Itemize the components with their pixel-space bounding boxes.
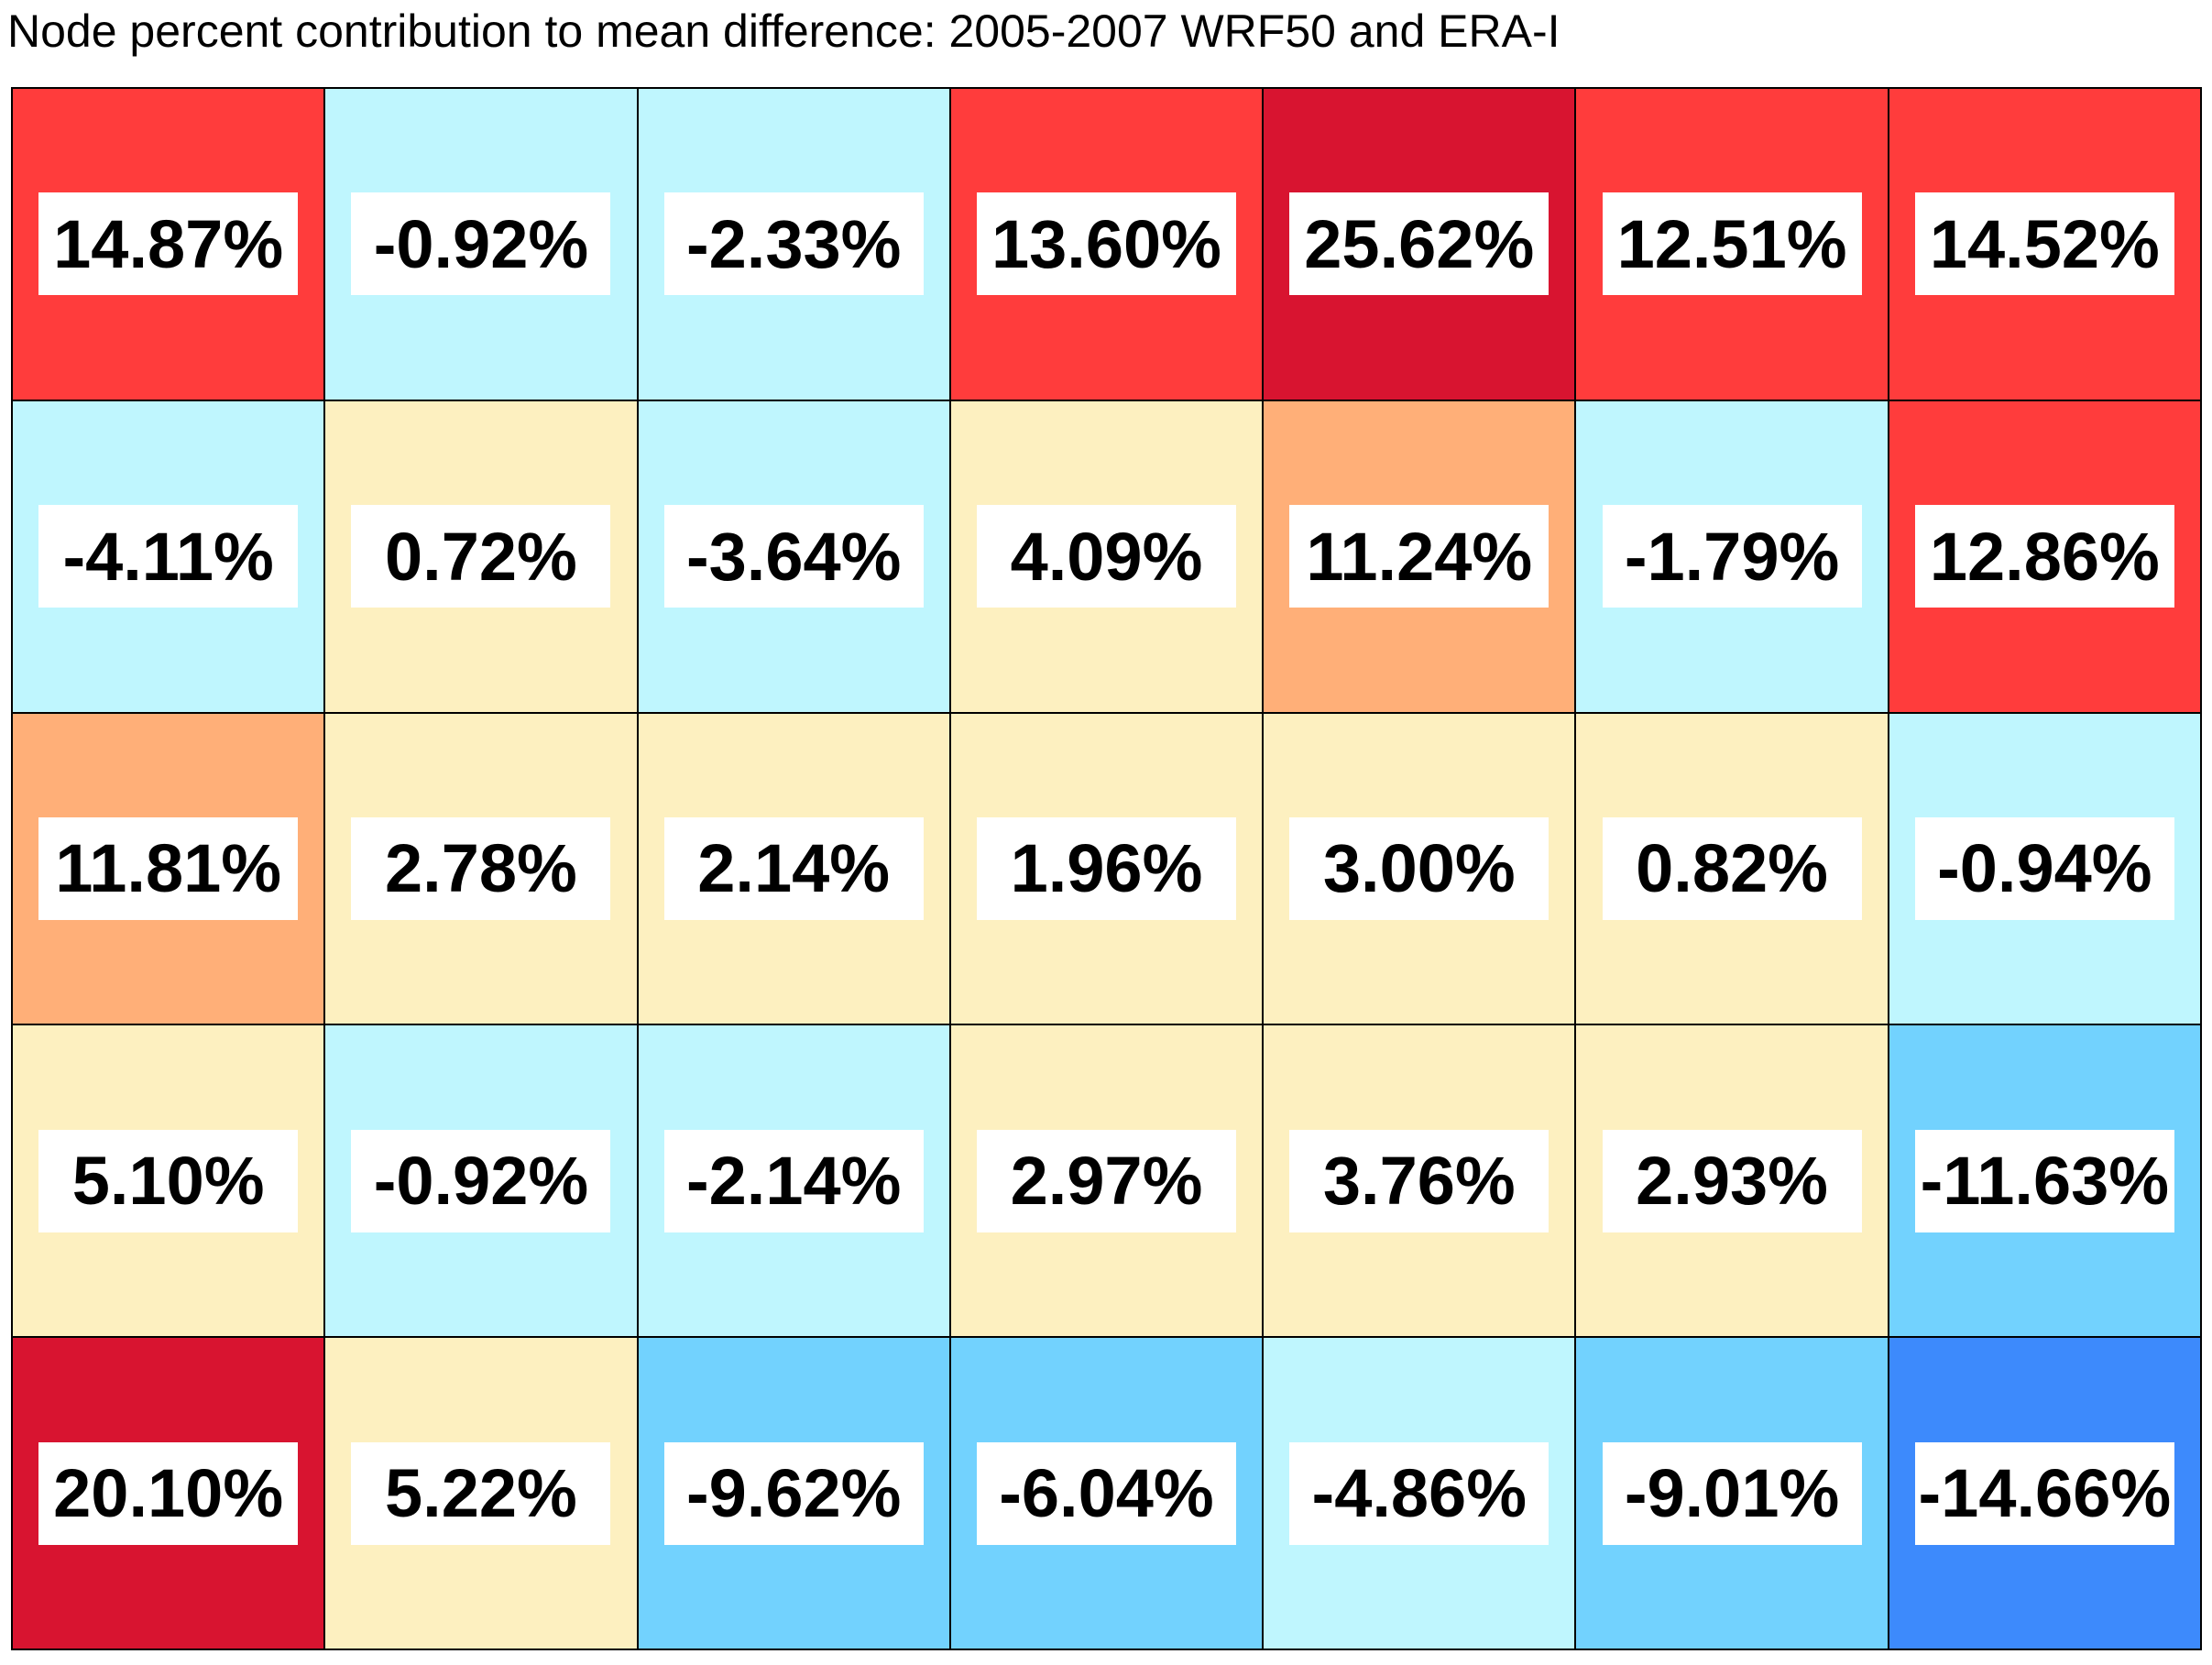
cell-value-label: -4.86% [1289, 1441, 1549, 1545]
cell-value-label: 12.51% [1602, 192, 1862, 296]
cell-value-label: 14.87% [38, 192, 299, 296]
cell-value-label: 2.93% [1602, 1129, 1862, 1232]
cell-value-label: 3.76% [1289, 1129, 1549, 1232]
heatmap-cell: 14.87% [13, 89, 326, 401]
heatmap-cell: 13.60% [950, 89, 1265, 401]
cell-value-label: -3.64% [663, 505, 924, 608]
heatmap-cell: 4.09% [950, 400, 1265, 714]
heatmap-cell: -0.94% [1889, 713, 2202, 1026]
cell-value-label: -1.79% [1602, 505, 1862, 608]
cell-value-label: 2.97% [976, 1129, 1236, 1232]
cell-value-label: 3.00% [1289, 816, 1549, 920]
cell-value-label: 5.22% [351, 1441, 611, 1545]
heatmap-cell: -9.01% [1576, 1338, 1889, 1650]
cell-value-label: 4.09% [976, 505, 1236, 608]
cell-value-label: 25.62% [1289, 192, 1549, 296]
cell-value-label: 1.96% [976, 816, 1236, 920]
heatmap-cell: 3.76% [1264, 1025, 1577, 1339]
cell-value-label: 0.72% [351, 505, 611, 608]
heatmap-cell: -11.63% [1889, 1025, 2202, 1339]
cell-value-label: -14.66% [1914, 1441, 2174, 1545]
cell-value-label: 5.10% [38, 1129, 299, 1232]
chart-title: Node percent contribution to mean differ… [7, 5, 1560, 57]
heatmap-cell: 11.81% [13, 713, 326, 1026]
heatmap-cell: -2.33% [638, 89, 951, 401]
heatmap-cell: -9.62% [638, 1338, 951, 1650]
cell-value-label: 2.78% [351, 816, 611, 920]
heatmap-cell: 25.62% [1264, 89, 1577, 401]
cell-value-label: -9.62% [663, 1441, 924, 1545]
cell-value-label: -2.14% [663, 1129, 924, 1232]
cell-value-label: -11.63% [1914, 1129, 2174, 1232]
heatmap-cell: 1.96% [950, 713, 1265, 1026]
cell-value-label: -0.94% [1914, 816, 2174, 920]
cell-value-label: -9.01% [1602, 1441, 1862, 1545]
cell-value-label: -0.92% [351, 1129, 611, 1232]
heatmap-cell: 11.24% [1264, 400, 1577, 714]
heatmap-cell: 2.93% [1576, 1025, 1889, 1339]
heatmap-cell: -14.66% [1889, 1338, 2202, 1650]
heatmap-cell: 2.14% [638, 713, 951, 1026]
heatmap-cell: -0.92% [325, 89, 639, 401]
heatmap-cell: 0.72% [325, 400, 639, 714]
heatmap-cell: -0.92% [325, 1025, 639, 1339]
heatmap-cell: 5.22% [325, 1338, 639, 1650]
heatmap-cell: 12.86% [1889, 400, 2202, 714]
heatmap-cell: -1.79% [1576, 400, 1889, 714]
cell-value-label: 11.24% [1289, 505, 1549, 608]
heatmap-cell: 2.97% [950, 1025, 1265, 1339]
heatmap-grid: 14.87% -0.92% -2.33% 13.60% 25.62% 12.51% 14.5… [11, 87, 2202, 1650]
cell-value-label: -2.33% [663, 192, 924, 296]
heatmap-cell: -4.11% [13, 400, 326, 714]
heatmap-cell: 2.78% [325, 713, 639, 1026]
cell-value-label: -4.11% [38, 505, 299, 608]
heatmap-cell: 5.10% [13, 1025, 326, 1339]
heatmap-cell: 14.52% [1889, 89, 2202, 401]
cell-value-label: 13.60% [976, 192, 1236, 296]
heatmap-cell: -2.14% [638, 1025, 951, 1339]
cell-value-label: 14.52% [1914, 192, 2174, 296]
cell-value-label: -6.04% [976, 1441, 1236, 1545]
cell-value-label: 12.86% [1914, 505, 2174, 608]
heatmap-cell: 3.00% [1264, 713, 1577, 1026]
heatmap-cell: 0.82% [1576, 713, 1889, 1026]
cell-value-label: 20.10% [38, 1441, 299, 1545]
cell-value-label: 0.82% [1602, 816, 1862, 920]
heatmap-cell: -6.04% [950, 1338, 1265, 1650]
heatmap-cell: 20.10% [13, 1338, 326, 1650]
heatmap-cell: 12.51% [1576, 89, 1889, 401]
cell-value-label: -0.92% [351, 192, 611, 296]
heatmap-cell: -4.86% [1264, 1338, 1577, 1650]
cell-value-label: 11.81% [38, 816, 299, 920]
cell-value-label: 2.14% [663, 816, 924, 920]
heatmap-cell: -3.64% [638, 400, 951, 714]
